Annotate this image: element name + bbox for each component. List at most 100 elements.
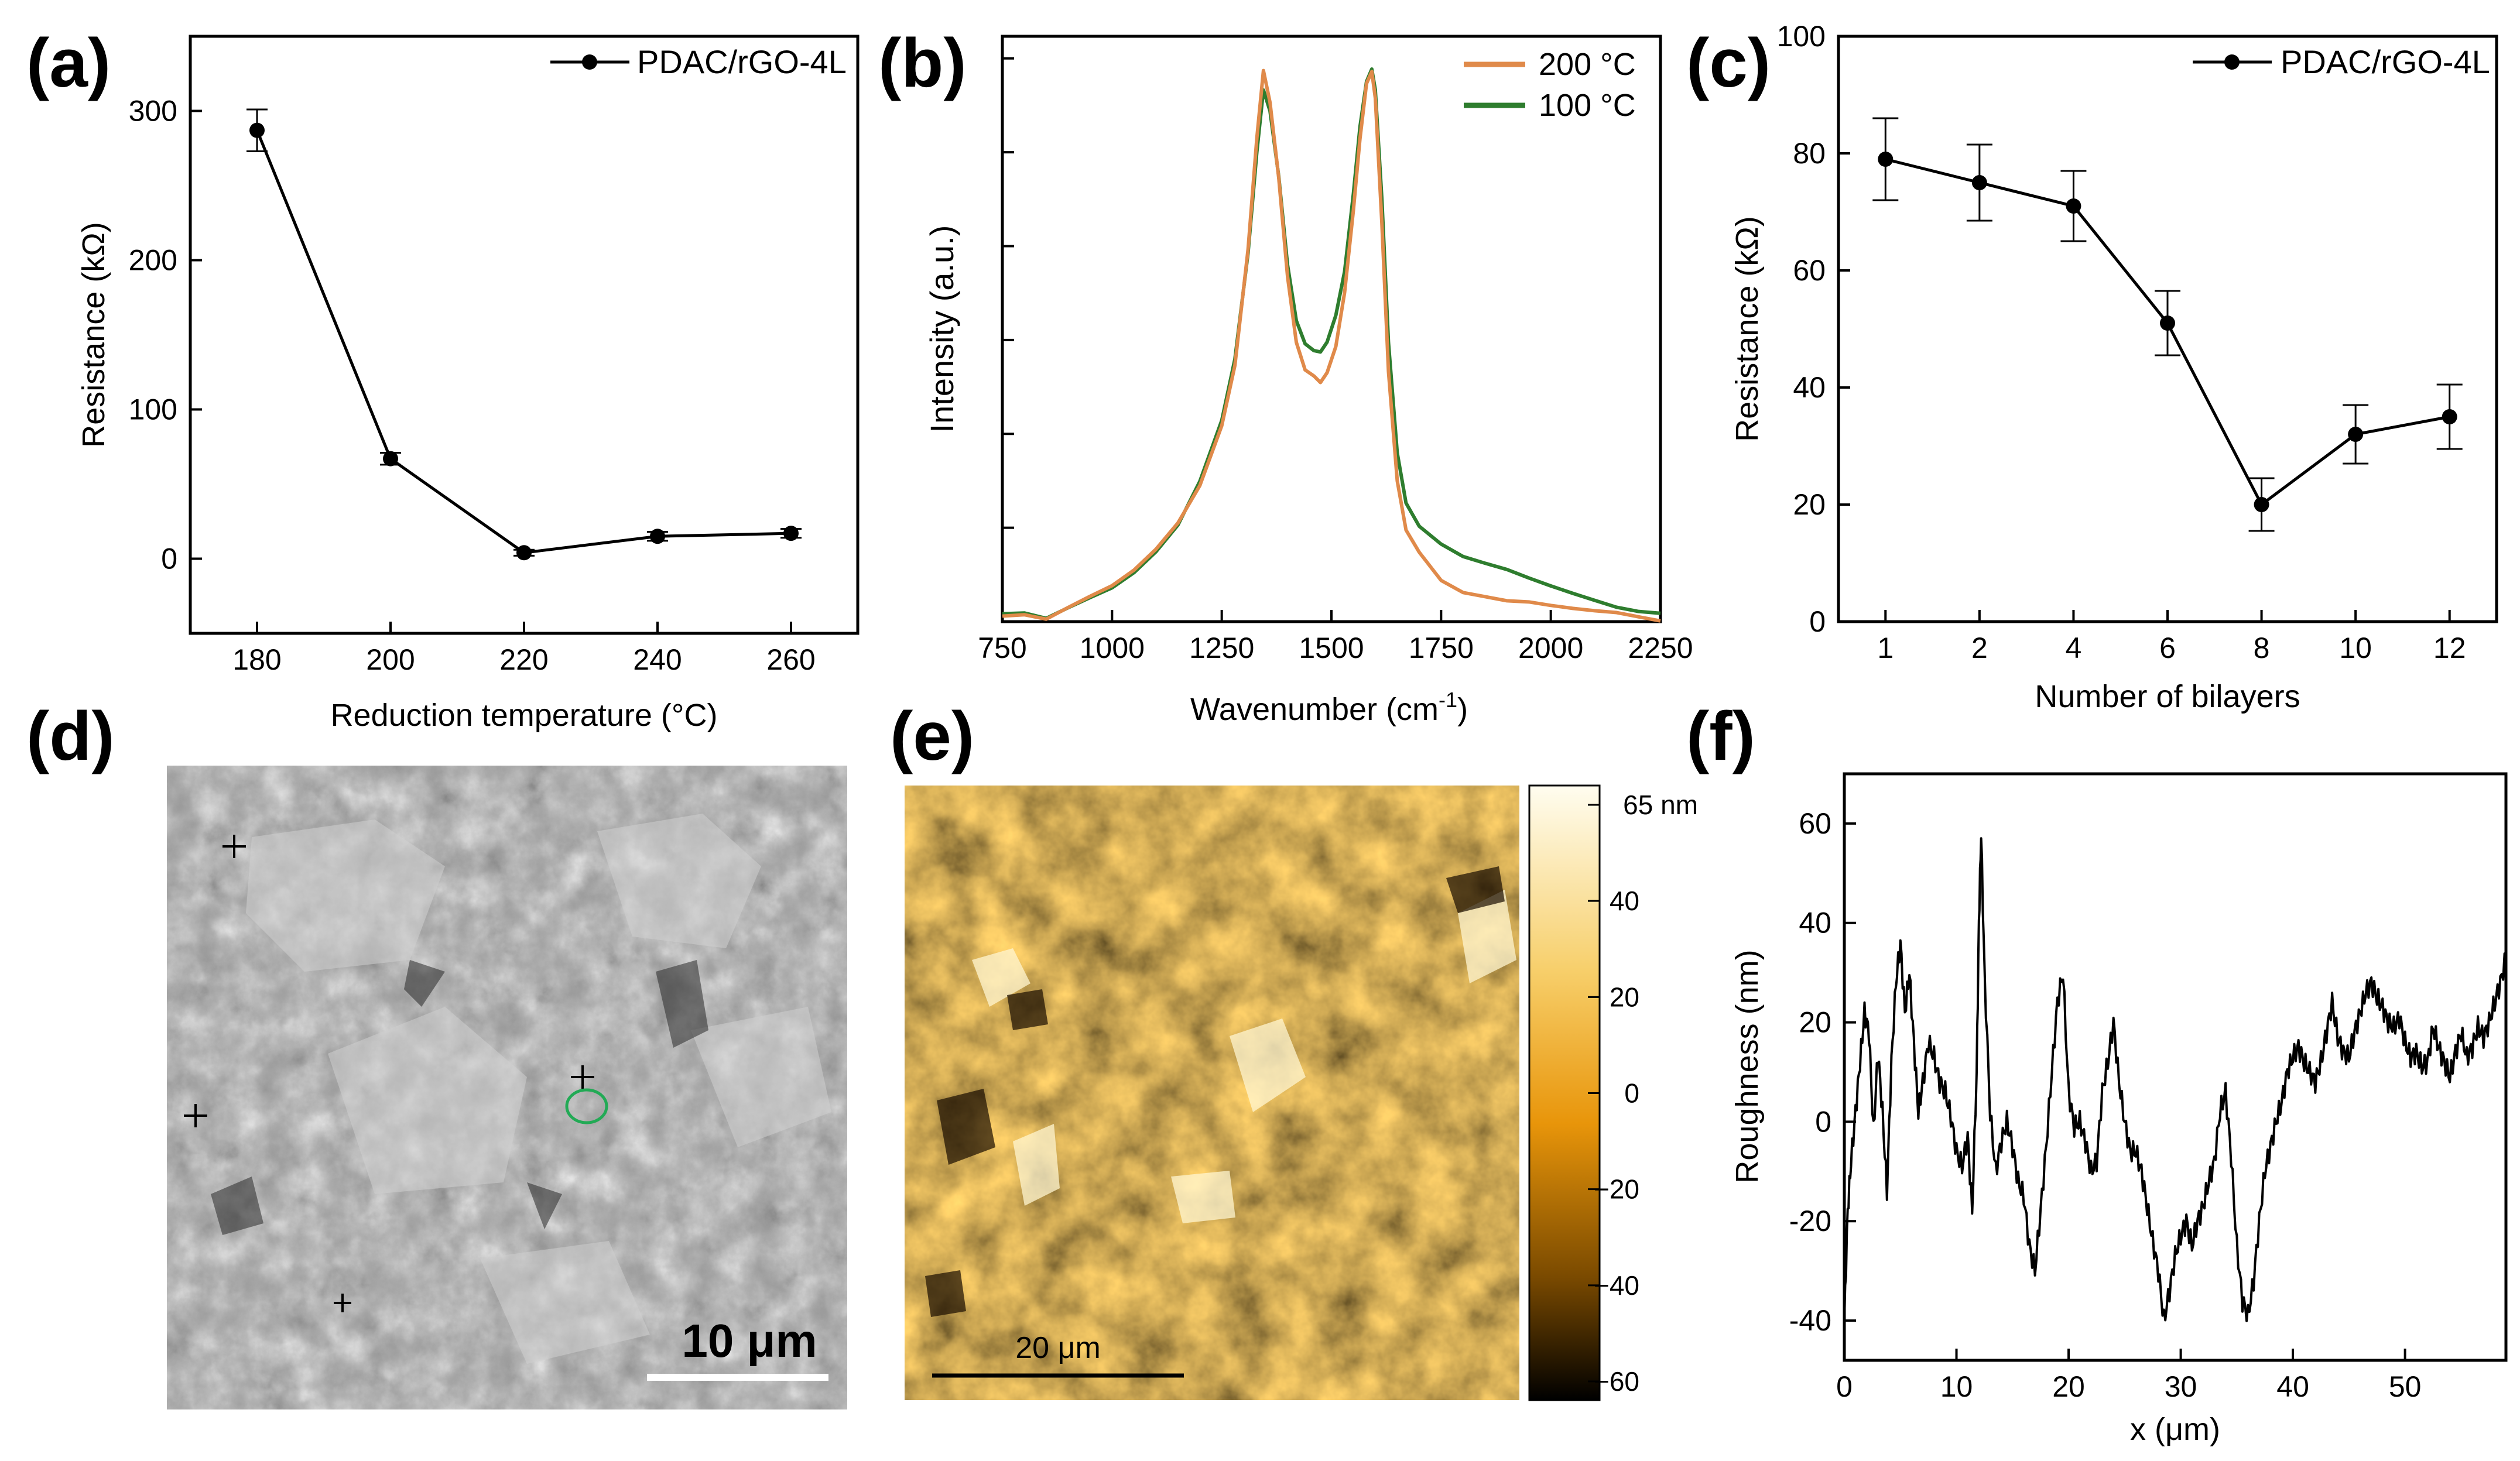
afm-dark-region bbox=[925, 1270, 966, 1317]
afm-shadows bbox=[925, 866, 1505, 1317]
afm-colorbar-tick-label: 20 bbox=[1610, 982, 1639, 1012]
afm-dark-region bbox=[1446, 866, 1505, 913]
panel-b-xlabel-end: ) bbox=[1457, 692, 1468, 727]
panel-f-plot: 0 10 20 30 40 50 -40 -20 0 20 40 60 bbox=[1789, 807, 2507, 1403]
sem-shadows bbox=[211, 960, 708, 1235]
panel-f-ylabel: Roughness (nm) bbox=[1730, 949, 1765, 1183]
afm-bright-flake bbox=[1230, 1018, 1306, 1112]
sem-flake bbox=[480, 1241, 650, 1364]
panel-e: (e) 20 μm 65 nm 40 20 0 −20 −40 −60 bbox=[890, 698, 1698, 1401]
panel-a-point bbox=[783, 526, 799, 541]
panel-b-xtick-label: 750 bbox=[978, 632, 1026, 664]
afm-colorbar-tick-label: −60 bbox=[1594, 1366, 1639, 1397]
panel-c-xlabel: Number of bilayers bbox=[2035, 679, 2300, 714]
afm-bright-flake bbox=[972, 948, 1030, 1007]
panel-a-point bbox=[383, 451, 398, 467]
panel-f-xtick-label: 10 bbox=[1940, 1370, 1973, 1403]
panel-e-label: (e) bbox=[890, 698, 974, 775]
panel-b-xlabel: Wavenumber (cm-1) bbox=[1190, 688, 1468, 727]
panel-d-label: (d) bbox=[26, 698, 115, 775]
panel-a-point bbox=[650, 529, 665, 544]
panel-a-ytick-label: 100 bbox=[129, 393, 177, 426]
panel-a-ytick-label: 200 bbox=[129, 244, 177, 277]
panel-c-point bbox=[2348, 427, 2364, 442]
panel-c-point bbox=[2160, 315, 2175, 331]
panel-a-xtick-label: 260 bbox=[766, 643, 815, 676]
afm-highlights bbox=[972, 890, 1516, 1223]
panel-c-xtick-label: 6 bbox=[2159, 632, 2176, 664]
sem-flake bbox=[691, 1007, 831, 1147]
sem-crack bbox=[404, 960, 445, 1007]
panel-a-ytick-label: 300 bbox=[129, 95, 177, 128]
panel-c-legend-label: PDAC/rGO-4L bbox=[2281, 43, 2490, 80]
panel-f: (f) 0 10 20 30 40 50 -40 -20 0 20 40 60 x (μm) Roug… bbox=[1686, 698, 2508, 1447]
afm-bright-flake bbox=[1013, 1124, 1060, 1206]
panel-c-point bbox=[2066, 198, 2081, 214]
panel-c-label: (c) bbox=[1686, 25, 1771, 102]
panel-f-label: (f) bbox=[1686, 698, 1755, 775]
sem-crack bbox=[527, 1182, 562, 1229]
panel-b-series-100C bbox=[1002, 67, 1661, 620]
panel-a-legend-marker bbox=[582, 54, 597, 70]
panel-b: (b) 750 1000 1250 1500 1750 2000 2250 Wavenumb… bbox=[878, 25, 1693, 727]
panel-f-ytick-label: -40 bbox=[1789, 1304, 1831, 1337]
panel-f-frame bbox=[1843, 772, 2508, 1362]
panel-f-xlabel: x (μm) bbox=[2130, 1412, 2220, 1447]
panel-c-xtick-label: 2 bbox=[1971, 632, 1988, 664]
panel-a-series-line bbox=[255, 129, 792, 554]
sem-flake bbox=[246, 819, 445, 972]
panel-c-ylabel: Resistance (kΩ) bbox=[1730, 216, 1765, 441]
afm-scale-bar-label: 20 μm bbox=[1015, 1331, 1101, 1365]
panel-f-ytick-label: -20 bbox=[1789, 1205, 1831, 1237]
afm-dark-region bbox=[1007, 989, 1048, 1030]
panel-a-plot: 180 200 220 240 260 0 100 200 300 bbox=[129, 95, 816, 677]
sem-flake bbox=[597, 814, 761, 948]
panel-a-frame bbox=[189, 35, 860, 635]
panel-a-point bbox=[516, 545, 532, 561]
panel-c-ytick-label: 100 bbox=[1777, 20, 1826, 53]
afm-colorbar-tick-label: −40 bbox=[1594, 1270, 1639, 1301]
panel-a-label: (a) bbox=[26, 25, 111, 102]
panel-b-legend-label-2: 100 °C bbox=[1539, 88, 1636, 123]
panel-b-xtick-label: 2250 bbox=[1628, 632, 1693, 664]
panel-b-legend-label-1: 200 °C bbox=[1539, 47, 1636, 82]
panel-c-point bbox=[2442, 409, 2457, 424]
panel-a-xtick-label: 220 bbox=[499, 643, 548, 676]
panel-b-ylabel: Intensity (a.u.) bbox=[923, 225, 960, 433]
panel-b-xtick-label: 2000 bbox=[1518, 632, 1583, 664]
panel-c-xtick-label: 4 bbox=[2066, 632, 2082, 664]
panel-f-xtick-label: 20 bbox=[2052, 1370, 2085, 1403]
panel-a-point bbox=[249, 122, 265, 138]
panel-c-xtick-label: 12 bbox=[2433, 632, 2466, 664]
afm-dark-region bbox=[937, 1089, 995, 1165]
panel-d: (d) 10 μm bbox=[26, 698, 847, 1409]
panel-f-ytick-label: 20 bbox=[1799, 1006, 1831, 1039]
panel-c-point bbox=[1971, 175, 1987, 190]
panel-c-point bbox=[2254, 497, 2269, 512]
panel-c-ytick-label: 0 bbox=[1809, 605, 1826, 638]
panel-b-xtick-label: 1000 bbox=[1080, 632, 1145, 664]
panel-c-point bbox=[1878, 152, 1894, 167]
sem-markers bbox=[184, 835, 594, 1312]
panel-f-xtick-label: 50 bbox=[2389, 1370, 2422, 1403]
panel-f-xtick-label: 40 bbox=[2276, 1370, 2309, 1403]
panel-f-ytick-label: 40 bbox=[1799, 907, 1831, 939]
sem-flakes bbox=[246, 814, 831, 1364]
panel-b-xlabel-sup: -1 bbox=[1439, 688, 1457, 712]
afm-colorbar-tick-label: −20 bbox=[1594, 1174, 1639, 1205]
panel-a: (a) 180 200 220 240 260 0 100 200 300 Reduction … bbox=[26, 25, 860, 733]
panel-a-xtick-label: 200 bbox=[366, 643, 415, 676]
panel-b-xlabel-main: Wavenumber (cm bbox=[1190, 692, 1439, 727]
panel-b-label: (b) bbox=[878, 25, 967, 102]
sem-marker-circle bbox=[565, 1088, 608, 1124]
sem-crack bbox=[211, 1177, 263, 1235]
panel-c-ytick-label: 20 bbox=[1793, 488, 1826, 521]
panel-a-xtick-label: 240 bbox=[633, 643, 682, 676]
panel-c-legend-marker bbox=[2224, 54, 2240, 70]
sem-scale-bar-label: 10 μm bbox=[682, 1315, 817, 1367]
afm-bright-flake bbox=[1458, 890, 1516, 983]
panel-c-ytick-label: 60 bbox=[1793, 254, 1826, 287]
